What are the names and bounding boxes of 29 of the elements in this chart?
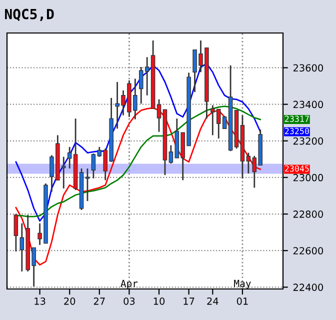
y-tick-label: 23200 bbox=[293, 137, 324, 145]
x-tick-label: 20 bbox=[64, 298, 76, 305]
text: 23045 bbox=[285, 165, 309, 172]
line-series bbox=[15, 63, 262, 222]
candlestick bbox=[156, 98, 162, 133]
candlestick bbox=[91, 152, 96, 180]
y-tick-label: 22600 bbox=[293, 247, 324, 254]
y-tick-label: 23400 bbox=[293, 100, 324, 108]
x-tick-label: 03 bbox=[124, 298, 135, 305]
x-tick-label: 01 bbox=[236, 298, 248, 305]
x-tick-label: 17 bbox=[184, 298, 194, 305]
ref-line-label: Apr bbox=[120, 280, 138, 289]
candlestick bbox=[67, 146, 72, 170]
candlestick bbox=[246, 152, 251, 174]
y-tick-label: 22400 bbox=[293, 284, 324, 292]
ref-line-label: May bbox=[234, 280, 251, 289]
text: 23317 bbox=[285, 116, 309, 122]
x-tick-label: 10 bbox=[154, 298, 165, 305]
candlestick bbox=[14, 213, 18, 252]
text: 23250 bbox=[285, 128, 309, 134]
candlestick bbox=[85, 168, 90, 202]
y-tick-label: 23000 bbox=[293, 174, 324, 182]
x-tick-label: 27 bbox=[94, 298, 105, 305]
x-tick-label: 24 bbox=[207, 298, 218, 305]
chart-title: NQC5,D bbox=[5, 8, 54, 22]
y-tick-label: 23600 bbox=[293, 64, 324, 72]
y-tick-label: 22800 bbox=[293, 210, 324, 218]
candlestick bbox=[168, 144, 174, 164]
x-tick-label: 13 bbox=[34, 298, 46, 305]
